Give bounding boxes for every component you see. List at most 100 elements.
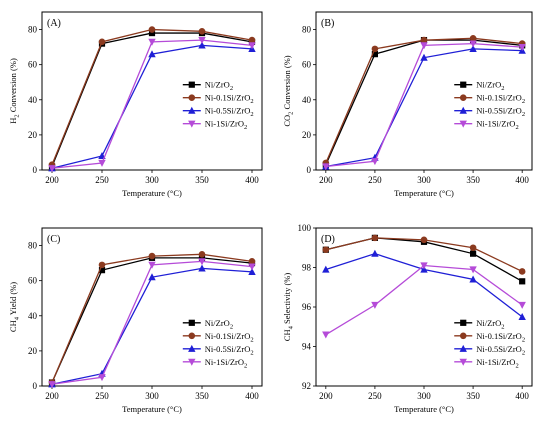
legend-entry: Ni/ZrO2 xyxy=(205,318,233,331)
data-point xyxy=(420,42,428,50)
data-point xyxy=(148,26,156,33)
x-tick-label: 350 xyxy=(195,175,209,185)
y-tick-label: 100 xyxy=(298,223,312,233)
x-tick-label: 350 xyxy=(466,175,480,185)
data-point xyxy=(469,250,477,257)
y-tick-label: 60 xyxy=(28,276,38,286)
x-tick-label: 250 xyxy=(95,175,109,185)
y-tick-label: 80 xyxy=(302,25,312,35)
data-point xyxy=(198,258,206,266)
data-point xyxy=(371,45,379,53)
plot-frame xyxy=(315,11,533,171)
x-tick-label: 400 xyxy=(515,175,529,185)
y-tick-label: 40 xyxy=(28,95,38,105)
data-point xyxy=(469,266,477,274)
x-tick-label: 300 xyxy=(145,175,159,185)
data-point xyxy=(48,381,56,389)
y-tick-label: 80 xyxy=(28,25,38,35)
data-point xyxy=(248,258,256,265)
data-point xyxy=(420,262,428,270)
data-point xyxy=(420,53,428,61)
data-point xyxy=(469,44,477,52)
data-point xyxy=(98,38,106,46)
series-2 xyxy=(322,234,526,275)
chart-panel-3: 0 20 40 60 80 200 250 300 350 400 Temperature (°C)… xyxy=(8,227,263,414)
y-tick-label: 94 xyxy=(302,342,312,352)
legend-entry: Ni-0.1Si/ZrO2 xyxy=(476,331,525,344)
legend-marker xyxy=(188,120,196,128)
legend-marker xyxy=(459,94,467,101)
legend-marker xyxy=(188,332,196,340)
data-point xyxy=(148,273,156,281)
y-axis-label: CO2 Conversion (%) xyxy=(282,55,295,126)
x-tick-label: 400 xyxy=(245,175,259,185)
data-point xyxy=(469,35,477,42)
x-tick-label: 350 xyxy=(195,391,209,401)
y-tick-label: 0 xyxy=(33,381,38,391)
legend-entry: Ni-0.5Si/ZrO2 xyxy=(205,106,254,119)
legend-marker xyxy=(188,358,196,366)
data-point xyxy=(198,28,206,35)
data-point xyxy=(98,374,106,382)
data-point xyxy=(322,246,330,254)
legend-marker xyxy=(459,106,467,114)
data-point xyxy=(420,236,428,244)
data-point xyxy=(148,50,156,58)
legend-marker xyxy=(459,332,467,340)
legend-entry: Ni-0.1Si/ZrO2 xyxy=(205,93,254,106)
series-2 xyxy=(322,35,526,167)
legend-marker xyxy=(459,344,467,352)
panel-label: (B) xyxy=(321,18,334,29)
legend: Ni/ZrO2Ni-0.1Si/ZrO2Ni-0.5Si/ZrO2Ni-1Si/… xyxy=(454,318,525,370)
legend-entry: Ni-1Si/ZrO2 xyxy=(476,357,518,370)
data-point xyxy=(518,312,526,320)
x-axis-label: Temperature (°C) xyxy=(394,404,454,414)
x-axis-label: Temperature (°C) xyxy=(122,404,182,414)
legend-entry: Ni-0.1Si/ZrO2 xyxy=(476,93,525,106)
data-point xyxy=(148,261,156,269)
data-point xyxy=(248,263,256,271)
data-point xyxy=(148,38,156,46)
x-tick-label: 300 xyxy=(417,175,431,185)
data-point xyxy=(198,251,206,258)
y-tick-label: 20 xyxy=(28,130,38,140)
chart-panel-2: 0 20 40 60 80 200 250 300 350 400 Temperature (°C)… xyxy=(282,11,533,198)
legend-entry: Ni-1Si/ZrO2 xyxy=(205,357,247,370)
y-tick-label: 0 xyxy=(33,165,38,175)
y-tick-label: 80 xyxy=(28,241,38,251)
legend-entry: Ni/ZrO2 xyxy=(476,318,504,331)
legend-entry: Ni-0.5Si/ZrO2 xyxy=(476,106,525,119)
legend-marker xyxy=(188,94,196,101)
legend-marker xyxy=(188,81,195,88)
data-point xyxy=(519,278,526,285)
chart-panel-4: 92 94 96 98 100 200 250 300 350 400 Temperature (°… xyxy=(282,223,533,414)
x-tick-label: 300 xyxy=(145,391,159,401)
data-point xyxy=(98,261,106,269)
panel-label: (C) xyxy=(47,234,60,245)
data-point xyxy=(148,29,156,37)
data-point xyxy=(148,252,156,260)
legend: Ni/ZrO2Ni-0.1Si/ZrO2Ni-0.5Si/ZrO2Ni-1Si/… xyxy=(182,318,254,370)
series-4 xyxy=(322,262,526,339)
data-point xyxy=(371,249,379,257)
legend: Ni/ZrO2Ni-0.1Si/ZrO2Ni-0.5Si/ZrO2Ni-1Si/… xyxy=(182,80,254,131)
legend-marker xyxy=(459,358,467,366)
y-axis-label: CH4 Selectivity (%) xyxy=(282,273,295,342)
data-point xyxy=(518,268,526,275)
legend-marker xyxy=(188,106,196,114)
data-point xyxy=(371,158,379,166)
x-tick-label: 400 xyxy=(515,391,529,401)
legend-marker xyxy=(188,319,195,326)
legend-entry: Ni-0.5Si/ZrO2 xyxy=(476,344,525,357)
y-tick-label: 20 xyxy=(302,130,312,140)
x-tick-label: 200 xyxy=(319,391,333,401)
x-axis-label: Temperature (°C) xyxy=(394,188,454,198)
series-4 xyxy=(48,258,256,389)
data-point xyxy=(371,234,379,242)
data-point xyxy=(469,40,477,48)
panel-label: (A) xyxy=(47,18,61,29)
chart-panel-1: 0 20 40 60 80 200 250 300 350 400 Temperature (°C)… xyxy=(8,11,263,198)
data-point xyxy=(248,42,256,50)
series-3 xyxy=(322,249,526,320)
